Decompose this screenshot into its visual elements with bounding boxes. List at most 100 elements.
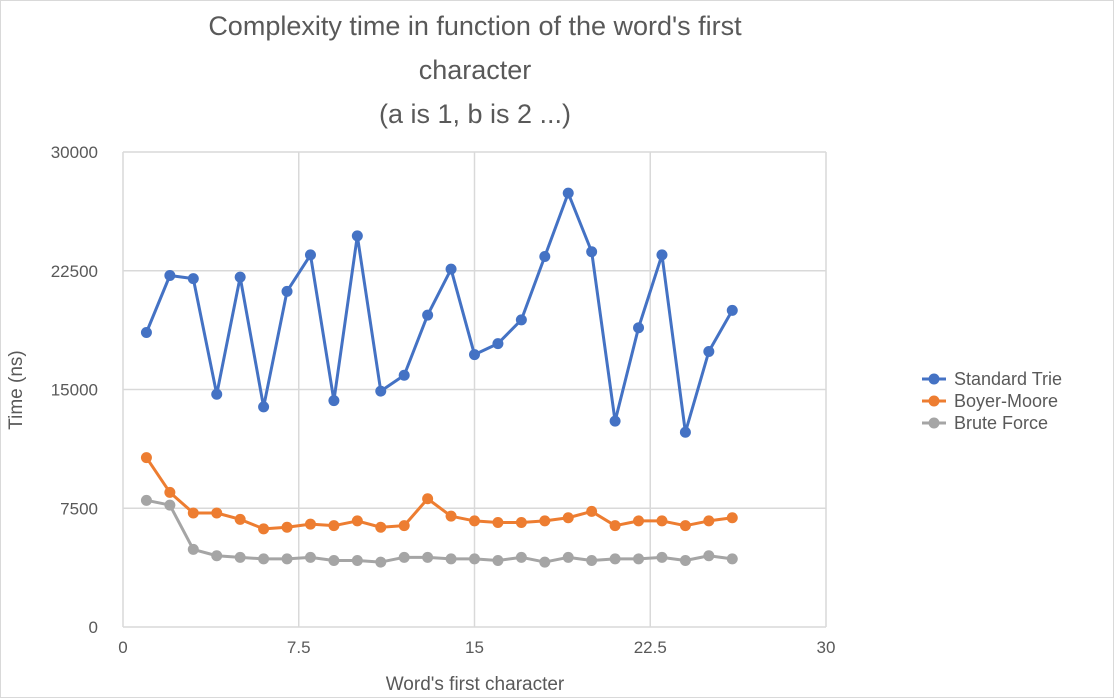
data-point [304,249,316,261]
legend-item: Boyer-Moore [922,391,1058,411]
data-point [633,322,645,334]
series-line [145,191,734,434]
legend-label: Brute Force [954,413,1048,433]
data-point [492,555,504,566]
series-brute-force [140,494,738,568]
series-boyer-moore [140,452,738,535]
data-point [539,251,551,262]
data-point [258,523,270,535]
data-point [398,551,410,563]
legend-label: Standard Trie [954,369,1062,389]
data-point [328,555,340,566]
data-point [703,550,715,562]
data-point [562,512,574,524]
series-line [146,498,733,564]
data-point [375,385,387,397]
y-tick-label: 30000 [51,143,98,162]
data-point [586,246,598,258]
data-point [328,395,340,407]
legend-item: Standard Trie [922,369,1062,389]
data-point [422,551,434,563]
series-standard-trie [140,187,738,438]
data-point [679,426,691,438]
y-tick-label: 0 [89,618,98,637]
legend-item: Brute Force [922,413,1048,433]
x-tick-label: 15 [465,638,484,657]
data-point [609,553,621,565]
data-point [656,249,668,261]
data-point [515,551,527,563]
x-tick-label: 22.5 [634,638,667,657]
data-point [258,401,270,413]
data-point [187,507,199,519]
data-point [445,263,457,275]
data-point [703,515,715,527]
data-point [187,273,199,285]
data-point [469,515,480,527]
data-point [187,543,199,555]
data-point [539,556,551,568]
data-point [398,369,410,381]
x-tick-label: 0 [118,638,127,657]
data-point [679,555,691,566]
data-point [211,507,223,519]
data-point [281,553,293,565]
data-point [515,314,527,326]
x-tick-labels: 0 7.5 15 22.5 30 [118,638,835,657]
data-point [656,515,668,527]
data-point [586,505,598,517]
data-point [469,349,480,361]
legend-marker [928,373,940,385]
data-point [726,512,738,524]
x-axis-label: Word's first character [386,674,565,695]
data-point [492,517,504,528]
y-tick-label: 22500 [51,262,98,281]
series-layer [140,187,738,568]
data-point [445,553,457,565]
data-point [234,513,246,525]
data-point [328,520,340,532]
data-point [140,452,152,464]
data-point [726,553,738,565]
chart-title-line-2: character [418,55,532,85]
data-point [633,515,645,527]
data-point [140,494,152,506]
data-point [375,521,387,533]
data-point [281,521,293,533]
chart-title: Complexity time in function of the word'… [0,4,950,136]
data-point [398,520,410,532]
data-point [351,515,363,527]
data-point [304,518,316,530]
data-point [211,388,223,400]
data-point [304,551,316,563]
y-axis-label: Time (ns) [6,350,27,430]
data-point [375,556,387,568]
legend-marker [928,395,940,407]
data-point [281,285,293,297]
data-point [609,520,621,532]
data-point [562,551,574,563]
data-point [164,270,176,281]
data-point [562,187,574,199]
data-point [234,551,246,563]
data-point [164,486,176,498]
grid-lines [122,151,827,628]
chart-title-line-3: (a is 1, b is 2 ...) [378,99,572,129]
data-point [422,309,434,321]
data-point [586,555,598,566]
legend-marker [928,417,940,429]
data-point [469,553,480,565]
data-point [211,550,223,562]
series-line [145,456,733,531]
data-point [703,346,715,357]
data-point [258,553,270,565]
data-point [656,551,668,563]
data-point [351,555,363,566]
chart-title-line-1: Complexity time in function of the word'… [208,11,742,41]
y-tick-label: 7500 [60,499,98,518]
y-tick-labels: 0 7500 15000 22500 30000 [51,143,98,637]
data-point [445,510,457,522]
